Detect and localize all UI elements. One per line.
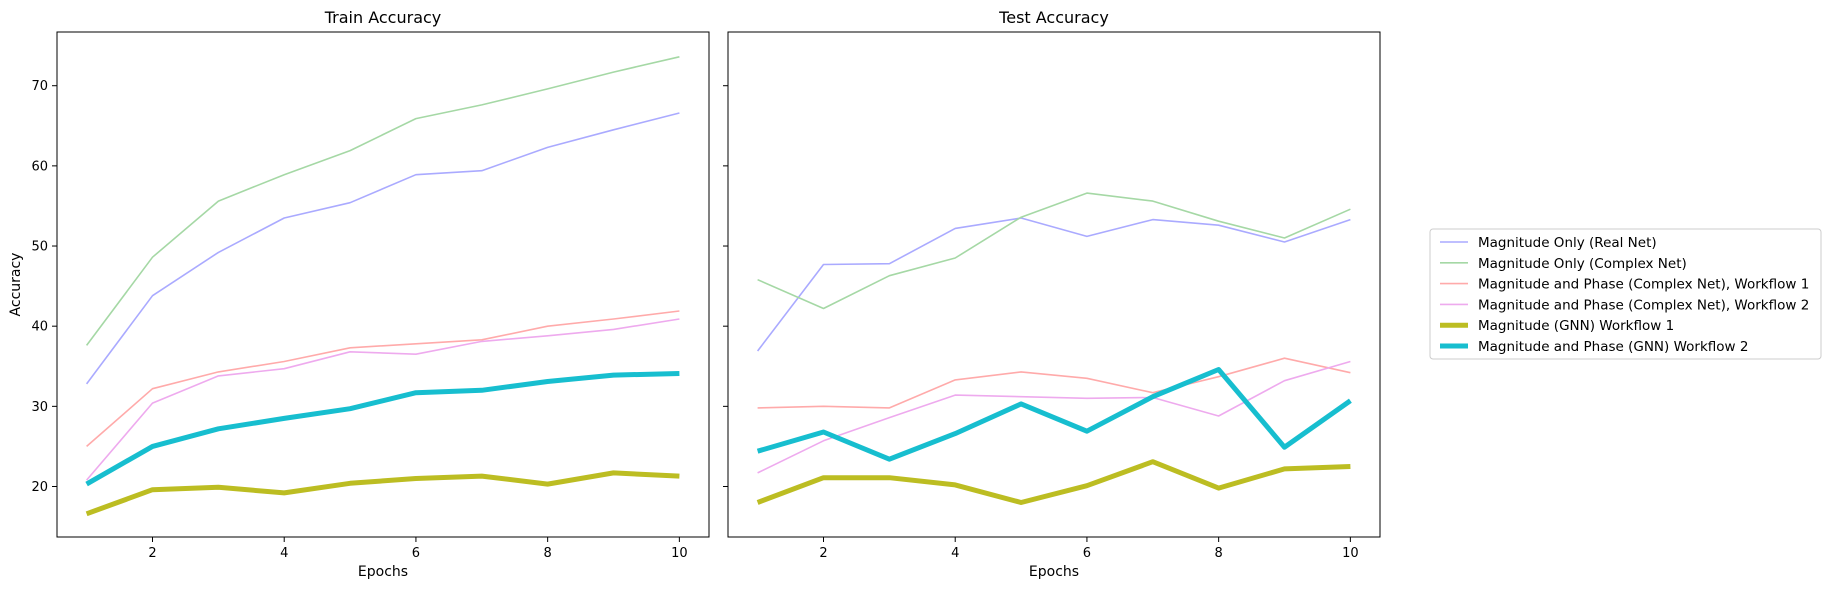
plot-frame — [56, 31, 710, 538]
y-axis-label: Accuracy — [8, 253, 24, 317]
panel-title: Test Accuracy — [998, 8, 1109, 27]
panel-2: 2 4 6 8 10 Test Accuracy Epochs — [723, 8, 1381, 580]
series-line-5 — [85, 470, 680, 517]
y-tick-label: 70 — [31, 79, 48, 94]
x-axis-label: Epochs — [1029, 564, 1079, 580]
series-line-2 — [757, 192, 1351, 310]
legend-label-4: Magnitude and Phase (Complex Net), Workf… — [1478, 297, 1809, 313]
x-tick-label: 2 — [819, 546, 827, 561]
series-line-6 — [85, 371, 680, 487]
series-line-6 — [756, 367, 1352, 462]
panel-title: Train Accuracy — [324, 8, 442, 27]
series-line-1 — [85, 112, 680, 385]
y-tick-label: 20 — [31, 480, 48, 495]
legend-label-6: Magnitude and Phase (GNN) Workflow 2 — [1478, 339, 1748, 355]
y-tick-label: 60 — [31, 159, 48, 174]
series-line-2 — [85, 56, 680, 346]
legend: Magnitude Only (Real Net) Magnitude Only … — [1429, 228, 1822, 360]
plot-frame — [727, 31, 1381, 538]
y-tick-label: 40 — [31, 320, 48, 335]
panel-1: 2 4 6 8 10 20 30 40 50 60 70 Train Accuracy Epochs Ac… — [8, 8, 710, 580]
series-line-1 — [756, 217, 1351, 352]
x-tick-label: 10 — [1342, 546, 1359, 561]
legend-label-3: Magnitude and Phase (Complex Net), Workf… — [1478, 277, 1809, 293]
series-line-5 — [756, 459, 1351, 505]
x-tick-label: 4 — [951, 546, 959, 561]
x-tick-label: 8 — [544, 546, 552, 561]
x-tick-label: 2 — [148, 546, 156, 561]
x-tick-label: 6 — [1083, 546, 1091, 561]
legend-label-2: Magnitude Only (Complex Net) — [1478, 256, 1687, 272]
x-tick-label: 8 — [1215, 546, 1223, 561]
x-axis-label: Epochs — [358, 564, 408, 580]
series-line-4 — [757, 360, 1351, 474]
y-tick-label: 30 — [31, 400, 48, 415]
series-line-3 — [757, 357, 1351, 409]
x-tick-label: 10 — [671, 546, 688, 561]
panels: 2 4 6 8 10 20 30 40 50 60 70 Train Accuracy Epochs Ac… — [8, 8, 1381, 580]
series-line-3 — [86, 310, 680, 448]
x-tick-label: 6 — [412, 546, 420, 561]
series-line-4 — [85, 318, 680, 481]
y-tick-label: 50 — [31, 240, 48, 255]
x-tick-label: 4 — [280, 546, 288, 561]
legend-label-5: Magnitude (GNN) Workflow 1 — [1478, 318, 1674, 334]
legend-label-1: Magnitude Only (Real Net) — [1478, 235, 1657, 251]
legend-box — [1429, 228, 1822, 360]
